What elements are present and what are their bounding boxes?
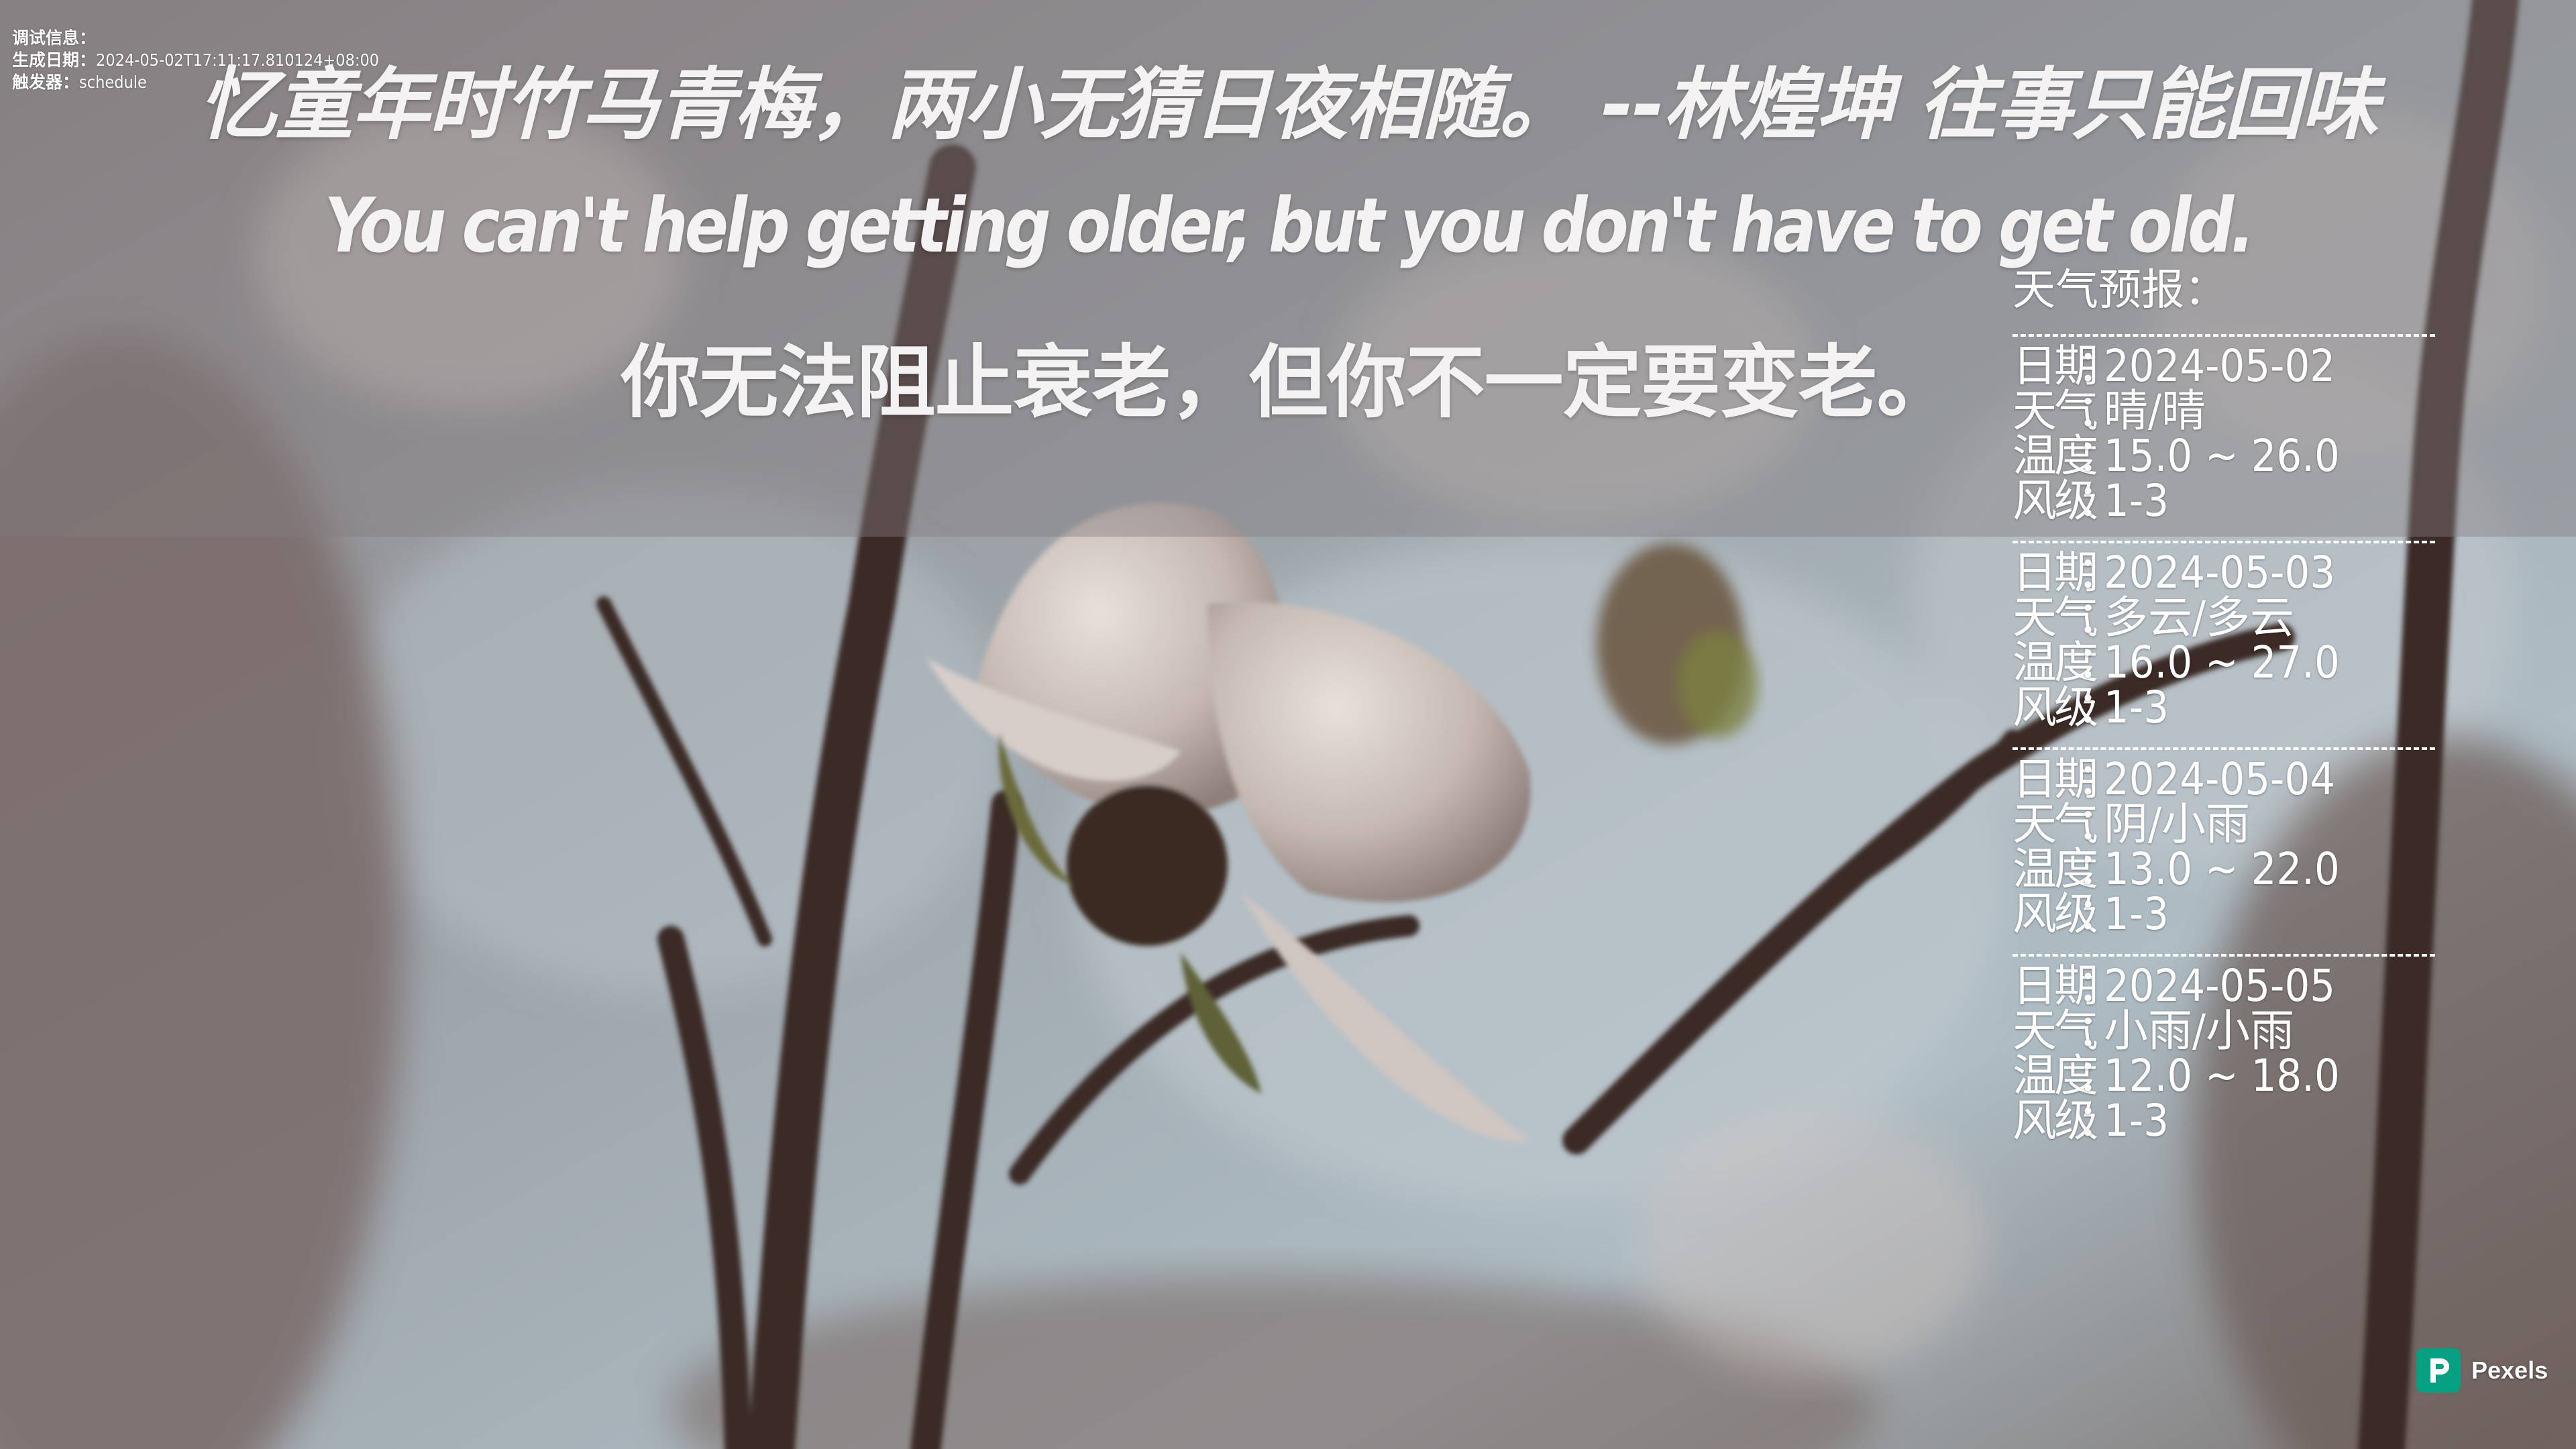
quote-chinese-line: 忆童年时竹马青梅，两小无猜日夜相随。 --林煌坤 往事只能回味 bbox=[199, 60, 2378, 150]
weather-separator: ： bbox=[2077, 637, 2121, 688]
weather-weather-value: 晴/晴 bbox=[2104, 385, 2206, 437]
weather-divider bbox=[2012, 734, 2435, 750]
weather-separator: ： bbox=[2077, 430, 2121, 482]
weather-date-value: 2024-05-04 bbox=[2104, 753, 2336, 805]
weather-date-row: 日期：2024-05-04 bbox=[2012, 757, 2442, 802]
weather-date-value: 2024-05-03 bbox=[2104, 547, 2336, 598]
weather-wind-label: 风级 bbox=[2012, 682, 2098, 733]
weather-divider bbox=[2012, 941, 2435, 957]
weather-day-2024-05-05: 日期：2024-05-05 天气：小雨/小雨 温度：12.0 ~ 18.0 风级：1-… bbox=[2012, 963, 2442, 1143]
weather-date-label: 日期 bbox=[2012, 753, 2098, 805]
quote-backdrop-band bbox=[0, 0, 2576, 537]
weather-weather-label: 天气 bbox=[2012, 385, 2098, 437]
weather-date-label: 日期 bbox=[2012, 340, 2098, 392]
weather-separator: ： bbox=[2077, 340, 2121, 392]
weather-temperature-value: 13.0 ~ 22.0 bbox=[2104, 843, 2340, 895]
pexels-label: Pexels bbox=[2471, 1356, 2548, 1384]
weather-wind-row: 风级：1-3 bbox=[2012, 685, 2442, 730]
debug-trigger-separator: ： bbox=[62, 72, 80, 92]
weather-divider bbox=[2012, 527, 2435, 543]
debug-title: 调试信息： bbox=[12, 28, 97, 48]
weather-temperature-row: 温度：16.0 ~ 27.0 bbox=[2012, 640, 2442, 685]
weather-separator: ： bbox=[2077, 385, 2121, 437]
debug-generated-row: 生成日期：2024-05-02T17:11:17.810124+08:00 bbox=[12, 49, 379, 71]
weather-divider bbox=[2012, 321, 2435, 337]
weather-temperature-value: 15.0 ~ 26.0 bbox=[2104, 430, 2340, 482]
weather-temperature-label: 温度 bbox=[2012, 1050, 2098, 1102]
debug-info: 调试信息： 生成日期：2024-05-02T17:11:17.810124+08… bbox=[12, 27, 379, 93]
weather-temperature-value: 12.0 ~ 18.0 bbox=[2104, 1050, 2340, 1102]
pexels-watermark: Pexels bbox=[2416, 1348, 2548, 1393]
weather-temperature-value: 16.0 ~ 27.0 bbox=[2104, 637, 2340, 688]
weather-date-label: 日期 bbox=[2012, 547, 2098, 598]
weather-wind-value: 1-3 bbox=[2104, 888, 2169, 940]
weather-wind-label: 风级 bbox=[2012, 475, 2098, 527]
weather-wind-label: 风级 bbox=[2012, 888, 2098, 940]
weather-weather-label: 天气 bbox=[2012, 592, 2098, 643]
weather-wind-value: 1-3 bbox=[2104, 1095, 2169, 1146]
weather-temperature-row: 温度：12.0 ~ 18.0 bbox=[2012, 1053, 2442, 1098]
weather-separator: ： bbox=[2077, 798, 2121, 850]
weather-wind-row: 风级：1-3 bbox=[2012, 1098, 2442, 1143]
weather-weather-value: 多云/多云 bbox=[2104, 592, 2295, 643]
weather-temperature-row: 温度：13.0 ~ 22.0 bbox=[2012, 847, 2442, 892]
pexels-logo-icon bbox=[2416, 1348, 2461, 1393]
quote-english-line: You can't help getting older, but you do… bbox=[324, 182, 2255, 270]
weather-separator: ： bbox=[2077, 475, 2121, 527]
weather-temperature-row: 温度：15.0 ~ 26.0 bbox=[2012, 433, 2442, 478]
weather-temperature-label: 温度 bbox=[2012, 430, 2098, 482]
weather-title: 天气预报： bbox=[2012, 266, 2227, 315]
weather-day-2024-05-04: 日期：2024-05-04 天气：阴/小雨 温度：13.0 ~ 22.0 风级：1-3 bbox=[2012, 757, 2442, 936]
weather-separator: ： bbox=[2077, 592, 2121, 643]
weather-separator: ： bbox=[2077, 888, 2121, 940]
weather-weather-value: 小雨/小雨 bbox=[2104, 1005, 2295, 1057]
weather-wind-value: 1-3 bbox=[2104, 682, 2169, 733]
debug-generated-label: 生成日期 bbox=[12, 50, 80, 70]
weather-separator: ： bbox=[2077, 1095, 2121, 1146]
weather-day-2024-05-02: 日期：2024-05-02 天气：晴/晴 温度：15.0 ~ 26.0 风级：1-3 bbox=[2012, 343, 2442, 523]
weather-date-row: 日期：2024-05-02 bbox=[2012, 343, 2442, 388]
weather-days-list: 日期：2024-05-02 天气：晴/晴 温度：15.0 ~ 26.0 风级：1-3 日… bbox=[2012, 321, 2442, 1143]
weather-weather-row: 天气：晴/晴 bbox=[2012, 388, 2442, 433]
weather-separator: ： bbox=[2077, 843, 2121, 895]
weather-forecast-panel: 天气预报： 日期：2024-05-02 天气：晴/晴 温度：15.0 ~ 26.0 风… bbox=[2012, 260, 2442, 1147]
weather-weather-row: 天气：小雨/小雨 bbox=[2012, 1008, 2442, 1053]
weather-separator: ： bbox=[2077, 547, 2121, 598]
weather-separator: ： bbox=[2077, 753, 2121, 805]
weather-wind-row: 风级：1-3 bbox=[2012, 478, 2442, 523]
weather-date-row: 日期：2024-05-05 bbox=[2012, 963, 2442, 1008]
pexels-p-glyph bbox=[2430, 1358, 2449, 1383]
weather-date-row: 日期：2024-05-03 bbox=[2012, 550, 2442, 595]
weather-separator: ： bbox=[2077, 960, 2121, 1012]
weather-weather-label: 天气 bbox=[2012, 798, 2098, 850]
debug-trigger-row: 触发器：schedule bbox=[12, 71, 379, 93]
weather-wind-label: 风级 bbox=[2012, 1095, 2098, 1146]
weather-wind-value: 1-3 bbox=[2104, 475, 2169, 527]
weather-weather-row: 天气：阴/小雨 bbox=[2012, 802, 2442, 847]
weather-weather-row: 天气：多云/多云 bbox=[2012, 595, 2442, 640]
weather-date-value: 2024-05-02 bbox=[2104, 340, 2336, 392]
weather-separator: ： bbox=[2077, 1050, 2121, 1102]
weather-wind-row: 风级：1-3 bbox=[2012, 892, 2442, 936]
weather-temperature-label: 温度 bbox=[2012, 843, 2098, 895]
weather-date-value: 2024-05-05 bbox=[2104, 960, 2336, 1012]
weather-day-2024-05-03: 日期：2024-05-03 天气：多云/多云 温度：16.0 ~ 27.0 风级：1-… bbox=[2012, 550, 2442, 730]
weather-date-label: 日期 bbox=[2012, 960, 2098, 1012]
weather-separator: ： bbox=[2077, 682, 2121, 733]
debug-trigger-value: schedule bbox=[79, 72, 147, 92]
weather-separator: ： bbox=[2077, 1005, 2121, 1057]
weather-weather-value: 阴/小雨 bbox=[2104, 798, 2251, 850]
weather-temperature-label: 温度 bbox=[2012, 637, 2098, 688]
debug-generated-value: 2024-05-02T17:11:17.810124+08:00 bbox=[96, 50, 380, 70]
quote-translation-line: 你无法阻止衰老，但你不一定要变老。 bbox=[621, 336, 1955, 429]
debug-generated-separator: ： bbox=[79, 50, 97, 70]
debug-trigger-label: 触发器 bbox=[12, 72, 63, 92]
weather-weather-label: 天气 bbox=[2012, 1005, 2098, 1057]
